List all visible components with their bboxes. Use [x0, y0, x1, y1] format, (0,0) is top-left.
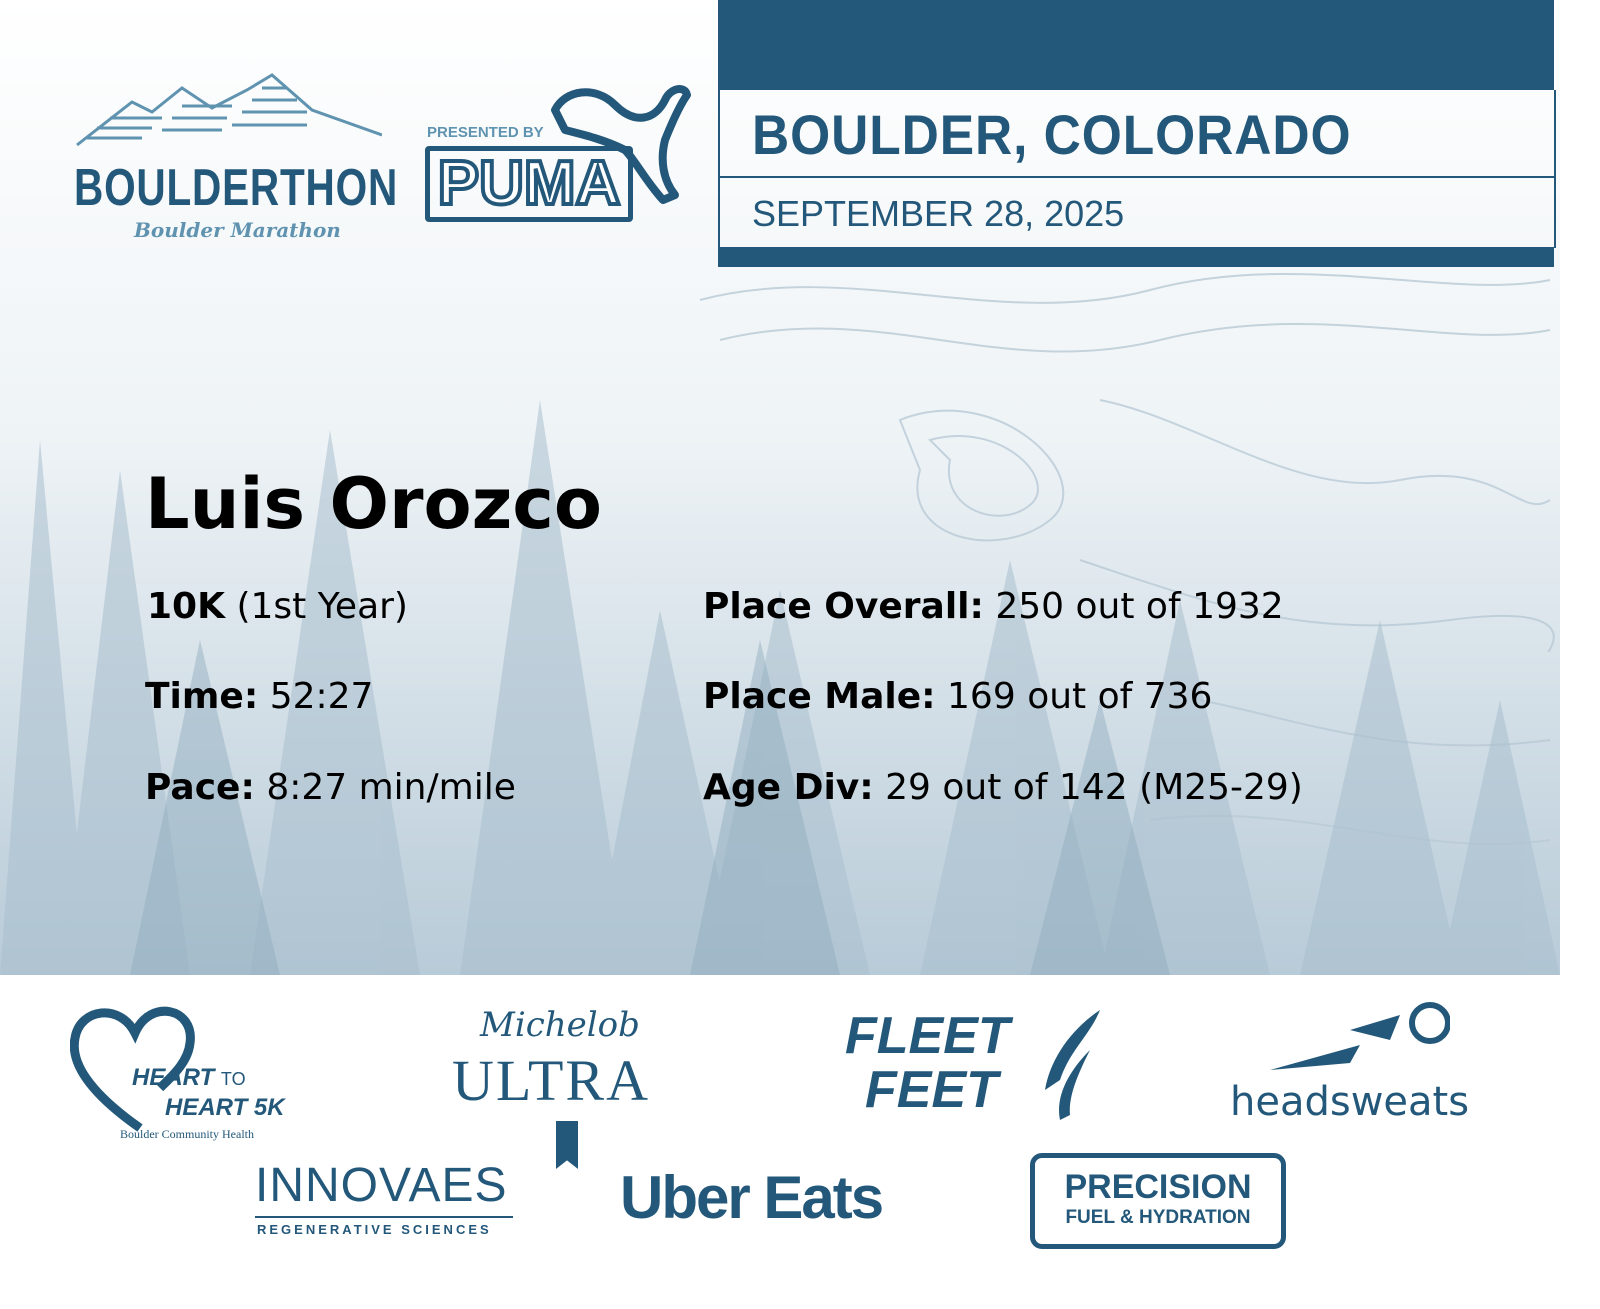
- finish-time: Time: 52:27: [145, 675, 373, 719]
- michelob-ultra: ULTRA: [452, 1048, 650, 1113]
- time-label: Time:: [145, 676, 259, 717]
- place-male-value: 169 out of 736: [947, 676, 1213, 717]
- headsweats-logo: headsweats: [1230, 995, 1490, 1125]
- heart-to: TO: [220, 1069, 246, 1089]
- headsweats-text: headsweats: [1230, 1079, 1470, 1125]
- feet-text: FEET: [865, 1061, 998, 1119]
- header-top-bar: [718, 0, 1554, 90]
- boulderthon-wordmark: BOULDERTHON: [74, 159, 399, 217]
- header-divider: [718, 176, 1554, 178]
- innovaes-subtitle: REGENERATIVE SCIENCES: [257, 1222, 492, 1237]
- innovaes-text: INNOVAES: [255, 1159, 508, 1212]
- pace-value: 8:27 min/mile: [266, 767, 516, 808]
- heart-org: Boulder Community Health: [120, 1127, 254, 1141]
- age-div-value: 29 out of 142 (M25-29): [885, 767, 1303, 808]
- age-div-label: Age Div:: [703, 767, 874, 808]
- ribbon-icon: [556, 1121, 578, 1169]
- race-note: (1st Year): [236, 586, 408, 627]
- runner-name: Luis Orozco: [145, 463, 602, 545]
- trees-dark: [130, 640, 1170, 975]
- boulderthon-subtitle: Boulder Marathon: [134, 218, 341, 242]
- heart-line1-row: HEART TO: [132, 1065, 246, 1092]
- innovaes-logo: INNOVAES REGENERATIVE SCIENCES: [255, 1160, 515, 1242]
- precision-logo: PRECISION FUEL & HYDRATION: [1030, 1153, 1286, 1249]
- michelob-script: Michelob: [480, 1005, 640, 1045]
- time-value: 52:27: [269, 676, 374, 717]
- puma-logo: PRESENTED BY PUMA: [425, 80, 695, 230]
- heart-to-heart-logo: HEART TO HEART 5K Boulder Community Heal…: [70, 1003, 330, 1153]
- puma-cat-icon: [551, 85, 691, 204]
- header-box: [718, 90, 1556, 248]
- heart-line2: HEART 5K: [165, 1094, 285, 1121]
- precision-text: PRECISION: [1064, 1168, 1252, 1206]
- precision-subtitle: FUEL & HYDRATION: [1065, 1207, 1251, 1228]
- heart-line1: HEART: [132, 1064, 215, 1091]
- event-date: SEPTEMBER 28, 2025: [752, 193, 1125, 234]
- uber-eats-logo: Uber Eats: [620, 1164, 884, 1231]
- age-division: Age Div: 29 out of 142 (M25-29): [703, 766, 1303, 810]
- runner-icon: [1270, 1002, 1450, 1070]
- presented-by-label: PRESENTED BY: [427, 124, 544, 141]
- race-label: 10K: [147, 586, 225, 627]
- place-overall-value: 250 out of 1932: [995, 586, 1284, 627]
- puma-wordmark: PUMA: [425, 146, 633, 222]
- trees: [0, 400, 1560, 975]
- header-bottom-bar: [718, 247, 1554, 267]
- fleet-text: FLEET: [845, 1007, 1010, 1065]
- forest-topo-background: [0, 0, 1560, 975]
- fleet-feet-logo: FLEET FEET: [845, 1010, 1115, 1130]
- place-male: Place Male: 169 out of 736: [703, 675, 1212, 719]
- event-city: BOULDER, COLORADO: [752, 103, 1352, 166]
- race-distance: 10K (1st Year): [147, 585, 408, 629]
- innovaes-divider: [255, 1216, 513, 1218]
- michelob-ultra-logo: Michelob ULTRA: [450, 1005, 690, 1175]
- pace: Pace: 8:27 min/mile: [145, 766, 516, 810]
- pace-label: Pace:: [145, 767, 255, 808]
- wing-icon: [1045, 1010, 1100, 1120]
- place-male-label: Place Male:: [703, 676, 936, 717]
- boulderthon-logo: BOULDERTHON Boulder Marathon: [72, 70, 397, 245]
- place-overall-label: Place Overall:: [703, 586, 984, 627]
- place-overall: Place Overall: 250 out of 1932: [703, 585, 1284, 629]
- heart-icon: [70, 1006, 195, 1132]
- sponsor-strip: HEART TO HEART 5K Boulder Community Heal…: [0, 975, 1600, 1309]
- mountains-icon: [76, 73, 382, 147]
